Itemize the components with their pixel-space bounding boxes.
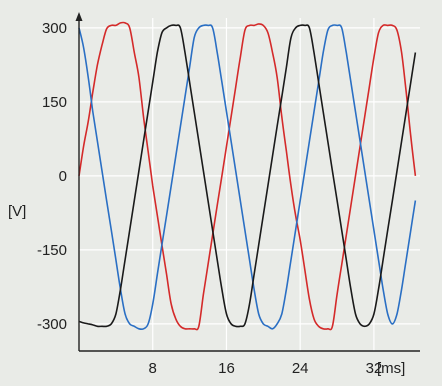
x-tick-label: 24: [292, 360, 309, 377]
x-tick-label: 32: [366, 360, 383, 377]
x-tick-label: 16: [218, 360, 235, 377]
x-unit-label: [ms]: [377, 360, 405, 377]
x-tick-label: 8: [149, 360, 157, 377]
y-tick-label: 0: [59, 168, 67, 185]
axes: [V] [ms]: [8, 12, 420, 377]
y-tick-label: -300: [37, 316, 67, 333]
series-line-3: [78, 24, 417, 328]
grid: [79, 18, 420, 351]
y-tick-label: 300: [42, 20, 67, 37]
series-group: [78, 21, 417, 331]
y-unit-label: [V]: [8, 203, 26, 220]
y-tick-label: 150: [42, 94, 67, 111]
series-line-2: [78, 24, 417, 331]
y-tick-label: -150: [37, 242, 67, 259]
tick-labels: 8 16 24 32 300 150 0 -150 -300: [37, 20, 382, 377]
series-line-1: [78, 21, 417, 331]
y-axis-arrow: [75, 12, 83, 21]
